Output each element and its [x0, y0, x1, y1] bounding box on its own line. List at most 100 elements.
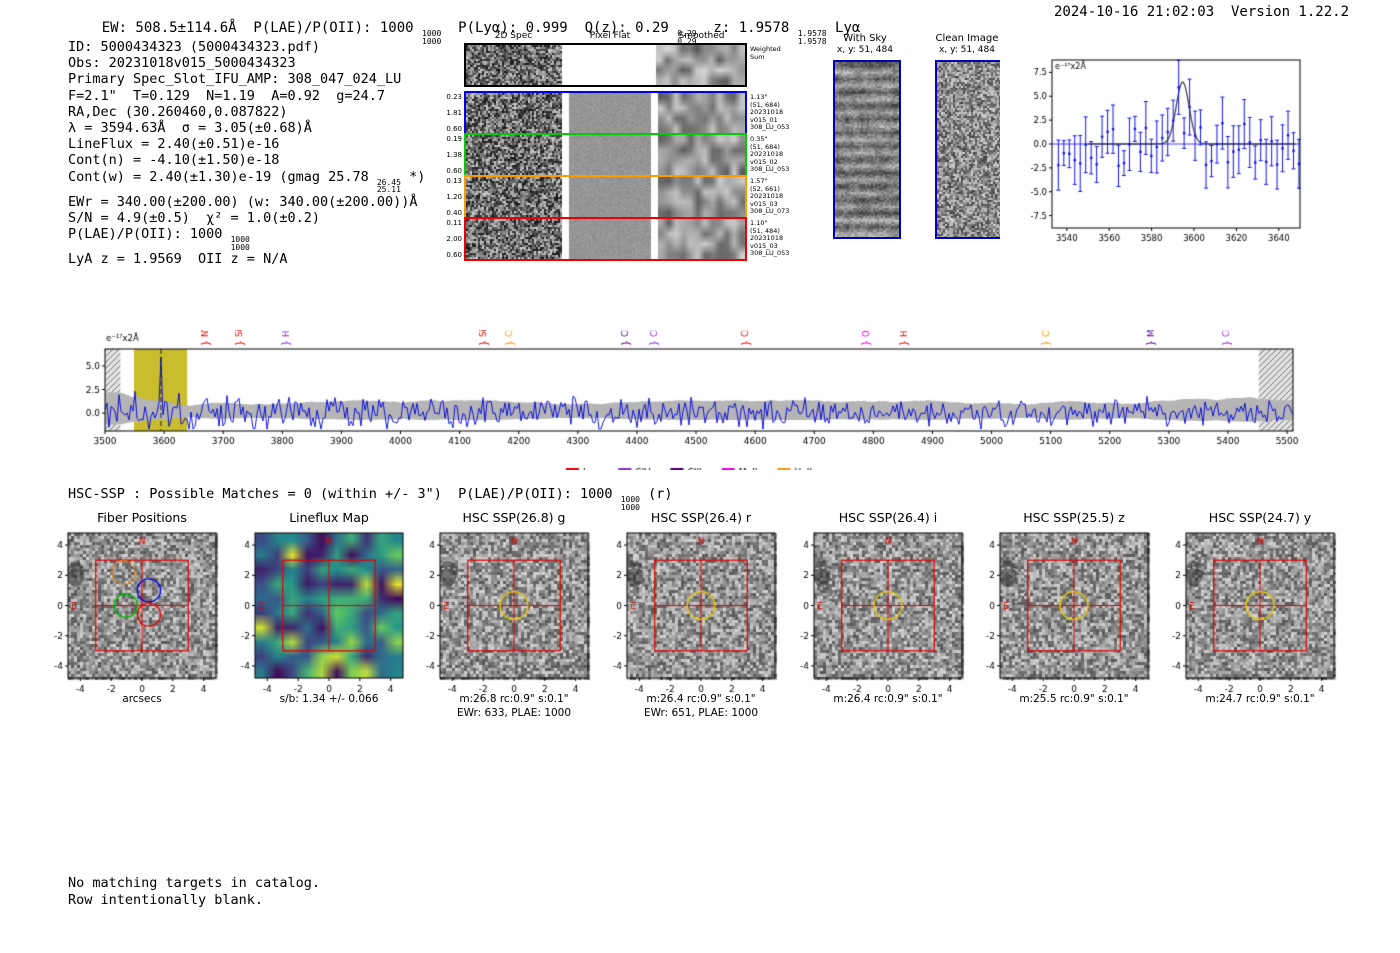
- stacked-fraction: 1000 1000: [621, 496, 640, 511]
- fraction-top: 1000: [230, 235, 250, 245]
- sky-panel-subtitle: x, y: 51, 484: [939, 45, 995, 55]
- panel-title-lineflux-map: Lineflux Map: [289, 510, 369, 525]
- meta-line: 308_LU_073: [750, 207, 790, 215]
- panel-title-fiber-positions: Fiber Positions: [97, 510, 187, 525]
- cutout-row: 0.19 1.38 0.60 0.35" (51, 684) 20231018 v015_0…: [446, 133, 789, 177]
- cutout-meta-labels: 1.57" (52, 661) 20231018 v015_03 308_LU_073: [750, 177, 820, 216]
- panel-canvas-fiber-positions: [42, 524, 232, 702]
- detection-info-block: ID: 5000434323 (5000434323.pdf) Obs: 2023…: [68, 39, 425, 267]
- info-line: EWr = 340.00(±200.00) (w: 340.00(±200.00…: [68, 194, 425, 210]
- panel-caption-2: EWr: 651, PLAE: 1000: [643, 707, 759, 719]
- meta-line: 1.57": [750, 177, 768, 185]
- fraction-bottom: 25.11: [376, 185, 401, 195]
- info-line: F=2.1" T=0.129 N=1.19 A=0.92 g=24.7: [68, 88, 425, 104]
- qz-fraction: 0.29 0.29: [677, 30, 696, 45]
- text-segment: Cont(n) = -4.10(±1.50)e-18: [68, 152, 280, 169]
- meta-line: 308_LU_053: [750, 249, 790, 257]
- cutout-meta-labels: 1.13" (51, 684) 20231018 v015_01 308_LU_053: [750, 93, 820, 132]
- cutout-strip-image: [464, 217, 747, 261]
- fraction-top: 1000: [422, 29, 442, 38]
- panel-caption-2: EWr: 633, PLAE: 1000: [456, 707, 572, 719]
- info-line: ID: 5000434323 (5000434323.pdf): [68, 39, 425, 55]
- meta-line: v015_02: [750, 157, 778, 166]
- meta-line: (51, 684): [750, 142, 780, 151]
- weight-value: 0.60: [446, 251, 462, 259]
- text-segment: F=2.1" T=0.129 N=1.19 A=0.92 g=24.7: [68, 87, 385, 104]
- sky-panel-title: Clean Image: [935, 33, 999, 44]
- clean-image: [935, 60, 1003, 239]
- meta-line: 0.35": [750, 135, 768, 143]
- meta-line: v015_01: [750, 115, 778, 124]
- sky-panel-subtitle: x, y: 51, 484: [837, 45, 893, 55]
- meta-line: 308_LU_053: [750, 123, 790, 131]
- cutout-strip-image: [464, 133, 747, 177]
- header-ew-plae: EW: 508.5±114.6Å P(LAE)/P(OII): 1000: [101, 20, 423, 36]
- footer-line-1: No matching targets in catalog.: [68, 875, 320, 891]
- panel-caption-1: m:26.4 rc:0.9" s:0.1": [646, 693, 756, 705]
- col-header-2dspec: 2D Spec: [494, 31, 533, 41]
- fraction-top: 1.9578: [797, 29, 827, 38]
- fraction-top: 1000: [620, 495, 640, 504]
- panel-canvas-lineflux-map: [229, 524, 419, 702]
- text-segment: EWr = 340.00(±200.00) (w: 340.00(±200.00…: [68, 193, 418, 210]
- panel-title-hsc-ssp-26-4-i: HSC SSP(26.4) i: [838, 510, 938, 525]
- col-header-pixelflat: Pixel Flat: [589, 31, 631, 41]
- weight-value: 0.23: [446, 93, 462, 101]
- weight-value: 1.81: [446, 109, 462, 117]
- header-stats: EW: 508.5±114.6Å P(LAE)/P(OII): 1000 100…: [68, 4, 861, 61]
- timestamp-version: 2024-10-16 21:02:03 Version 1.22.2: [1054, 4, 1350, 20]
- text-segment: S/N = 4.9(±0.5) χ² = 1.0(±0.2): [68, 209, 320, 226]
- text-segment: λ = 3594.63Å σ = 3.05(±0.68)Å: [68, 120, 312, 137]
- cutout-row: 0.23 1.81 0.60 1.13" (51, 684) 20231018 v015_0…: [446, 91, 789, 135]
- weight-value: 0.19: [446, 135, 462, 143]
- panel-caption-1: m:24.7 rc:0.9" s:0.1": [1205, 693, 1315, 705]
- header-z: z: 1.9578: [696, 20, 798, 36]
- with-sky-image: [833, 60, 901, 239]
- cutout-meta-labels: 0.35" (51, 684) 20231018 v015_02 308_LU_053: [750, 135, 820, 174]
- panel-title-hsc-ssp-25-5-z: HSC SSP(25.5) z: [1023, 510, 1125, 525]
- cutout-meta-labels: 1.10" (51, 484) 20231018 v015_03 308_LU_053: [750, 219, 820, 258]
- meta-line: v015_03: [750, 241, 778, 250]
- meta-line: 20231018: [750, 150, 784, 158]
- info-line: λ = 3594.63Å σ = 3.05(±0.68)Å: [68, 120, 425, 136]
- meta-line: 1.10": [750, 219, 768, 227]
- text-segment: *): [400, 168, 426, 185]
- info-line: P(LAE)/P(OII): 1000 1000 1000: [68, 226, 425, 251]
- text-segment: P(LAE)/P(OII): 1000: [68, 226, 231, 243]
- footer-line-2: Row intentionally blank.: [68, 891, 264, 908]
- cutout-row: 0.13 1.20 0.40 1.57" (52, 661) 20231018 v015_0…: [446, 175, 789, 219]
- cutout-strip-image: [464, 91, 747, 135]
- panel-title-hsc-ssp-24-7-y: HSC SSP(24.7) y: [1208, 510, 1312, 525]
- panel-caption-1: s/b: 1.34 +/- 0.066: [279, 693, 379, 705]
- meta-line: Weighted: [750, 45, 781, 53]
- info-line: Cont(n) = -4.10(±1.50)e-18: [68, 152, 425, 168]
- text-segment: LyA z = 1.9569 OII z = N/A: [68, 251, 288, 268]
- text-segment: Cont(w) = 2.40(±1.30)e-19 (gmag 25.78: [68, 168, 377, 185]
- panel-title-hsc-ssp-26-4-r: HSC SSP(26.4) r: [650, 510, 752, 525]
- meta-line: 308_LU_053: [750, 165, 790, 173]
- plae-fraction: 1000 1000: [422, 30, 441, 45]
- cutout-meta-labels: Weighted Sum: [750, 45, 820, 61]
- weight-value: 0.40: [446, 209, 462, 217]
- panel-canvas-hsc-ssp-25-5-z: [974, 524, 1164, 702]
- line-fit-zoom-plot: [1000, 50, 1340, 245]
- info-line: LyA z = 1.9569 OII z = N/A: [68, 251, 425, 267]
- weight-value: 0.11: [446, 219, 462, 227]
- stacked-fraction: 26.45 25.11: [376, 177, 401, 195]
- header-plya-qz: P(Lyα): 0.999 Q(z): 0.29: [441, 20, 678, 36]
- fraction-bottom: 0.29: [677, 36, 697, 46]
- panel-caption-1: m:26.4 rc:0.9" s:0.1": [833, 693, 943, 705]
- fiber-weight-labels: 0.19 1.38 0.60: [440, 135, 462, 175]
- cutout-row: Weighted Sum: [464, 43, 781, 87]
- sky-panel-title: With Sky: [843, 33, 887, 44]
- panel-canvas-hsc-ssp-26-4-r: [601, 524, 791, 702]
- col-header-smoothed: Smoothed: [678, 31, 725, 41]
- text-segment: (r): [639, 486, 673, 502]
- fraction-top: 26.45: [376, 177, 401, 187]
- info-line: Cont(w) = 2.40(±1.30)e-19 (gmag 25.78 26…: [68, 169, 425, 194]
- weight-value: 2.00: [446, 235, 462, 243]
- weight-value: 0.13: [446, 177, 462, 185]
- text-segment: RA,Dec (30.260460,0.087822): [68, 103, 288, 120]
- text-segment: Obs: 20231018v015_5000434323: [68, 55, 296, 72]
- panel-caption-1: m:26.8 rc:0.9" s:0.1": [459, 693, 569, 705]
